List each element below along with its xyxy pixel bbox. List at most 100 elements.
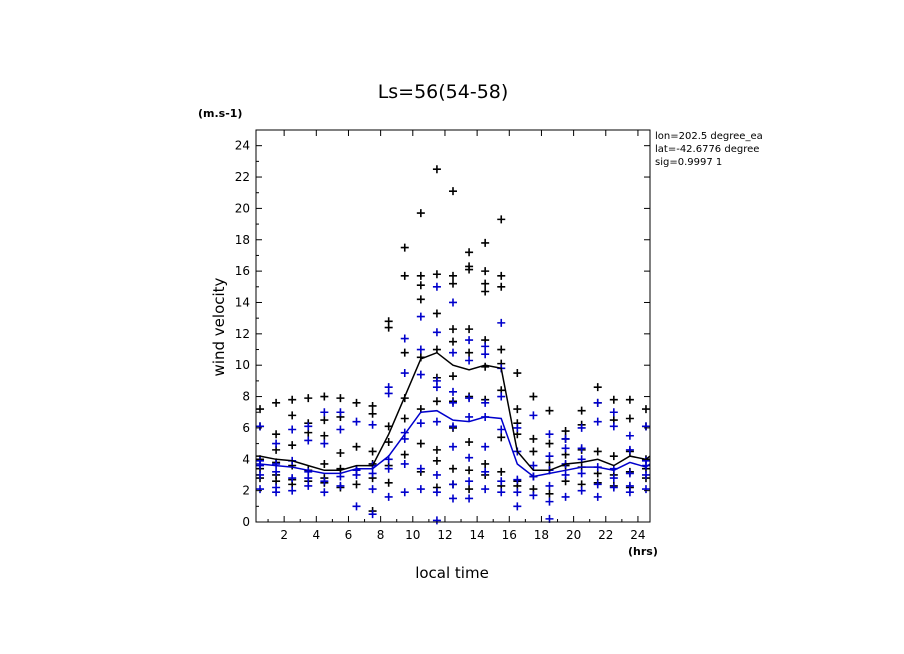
scatter-point — [449, 271, 457, 280]
scatter-point — [256, 422, 265, 431]
scatter-point — [384, 464, 393, 473]
scatter-point — [593, 492, 602, 501]
x-tick-label: 14 — [469, 528, 484, 542]
y-tick-label: 0 — [242, 515, 250, 529]
scatter-point — [609, 395, 618, 404]
scatter-point — [641, 470, 650, 479]
scatter-point — [400, 369, 409, 378]
scatter-point — [272, 439, 281, 448]
scatter-point — [449, 298, 457, 307]
x-tick-label: 22 — [598, 528, 613, 542]
scatter-point — [352, 417, 361, 426]
scatter-point — [400, 243, 409, 252]
scatter-point — [320, 416, 329, 425]
scatter-point — [545, 489, 554, 498]
y-tick-label: 6 — [242, 421, 250, 435]
scatter-point — [416, 419, 425, 428]
scatter-point — [288, 395, 297, 404]
scatter-point — [272, 488, 281, 497]
scatter-point — [256, 485, 265, 494]
scatter-point — [513, 502, 522, 511]
scatter-point — [625, 431, 634, 440]
scatter-point — [352, 502, 361, 511]
scatter-point — [497, 392, 506, 401]
x-tick-label: 4 — [312, 528, 320, 542]
scatter-point — [593, 447, 602, 456]
scatter-point — [384, 438, 393, 447]
x-axis-label: local time — [415, 564, 489, 582]
y-unit-label: (m.s-1) — [198, 107, 242, 120]
scatter-point — [449, 372, 457, 381]
scatter-point — [449, 337, 457, 346]
scatter-point — [304, 436, 313, 445]
y-tick-label: 22 — [235, 170, 250, 184]
y-tick-label: 10 — [235, 358, 250, 372]
scatter-point — [465, 394, 474, 403]
scatter-point — [384, 323, 393, 332]
scatter-point — [625, 488, 634, 497]
scatter-point — [481, 398, 490, 407]
scatter-point — [561, 444, 570, 453]
scatter-point — [545, 439, 554, 448]
x-tick-label: 18 — [534, 528, 549, 542]
scatter-point — [432, 383, 441, 392]
scatter-point — [320, 477, 329, 486]
scatter-point — [352, 480, 361, 489]
scatter-point — [432, 417, 441, 426]
scatter-point — [609, 452, 618, 461]
scatter-point — [368, 485, 377, 494]
scatter-point — [288, 411, 297, 420]
scatter-point — [481, 287, 490, 296]
scatter-point — [432, 328, 441, 337]
scatter-point — [352, 398, 361, 407]
scatter-point — [545, 497, 554, 506]
scatter-point — [288, 441, 297, 450]
scatter-point — [432, 470, 441, 479]
scatter-point — [449, 442, 457, 451]
info-line-sig: sig=0.9997 1 — [655, 157, 722, 168]
scatter-point — [336, 449, 345, 458]
scatter-point — [400, 459, 409, 468]
scatter-point — [288, 474, 297, 483]
scatter-point — [641, 405, 650, 414]
scatter-point — [449, 348, 457, 357]
scatter-point — [465, 336, 474, 345]
x-tick-label: 6 — [345, 528, 353, 542]
scatter-point — [481, 459, 490, 468]
x-tick-label: 12 — [437, 528, 452, 542]
scatter-point — [529, 461, 538, 470]
scatter-point — [400, 334, 409, 343]
scatter-point — [465, 494, 474, 503]
scatter-point — [272, 459, 281, 468]
x-tick-label: 16 — [502, 528, 517, 542]
scatter-point — [513, 475, 522, 484]
scatter-point — [545, 430, 554, 439]
scatter-point — [449, 279, 457, 288]
scatter-point — [577, 423, 586, 432]
x-tick-label: 10 — [405, 528, 420, 542]
scatter-point — [465, 356, 474, 365]
scatter-point — [288, 486, 297, 495]
scatter-point — [449, 187, 457, 196]
scatter-point — [256, 461, 265, 470]
scatter-point — [256, 405, 265, 414]
scatter-point — [368, 510, 377, 519]
scatter-point — [304, 394, 313, 403]
scatter-point — [481, 267, 490, 276]
scatter-point — [400, 348, 409, 357]
scatter-point — [481, 238, 490, 247]
scatter-point — [449, 387, 457, 396]
scatter-point — [272, 430, 281, 439]
scatter-point — [577, 469, 586, 478]
scatter-point — [416, 271, 425, 280]
scatter-point — [465, 485, 474, 494]
scatter-point — [272, 467, 281, 476]
scatter-point — [497, 345, 506, 354]
scatter-point — [416, 485, 425, 494]
y-tick-label: 16 — [235, 264, 250, 278]
scatter-point — [384, 389, 393, 398]
scatter-point — [336, 394, 345, 403]
scatter-point — [384, 492, 393, 501]
scatter-point — [449, 422, 457, 431]
scatter-point — [336, 481, 345, 490]
